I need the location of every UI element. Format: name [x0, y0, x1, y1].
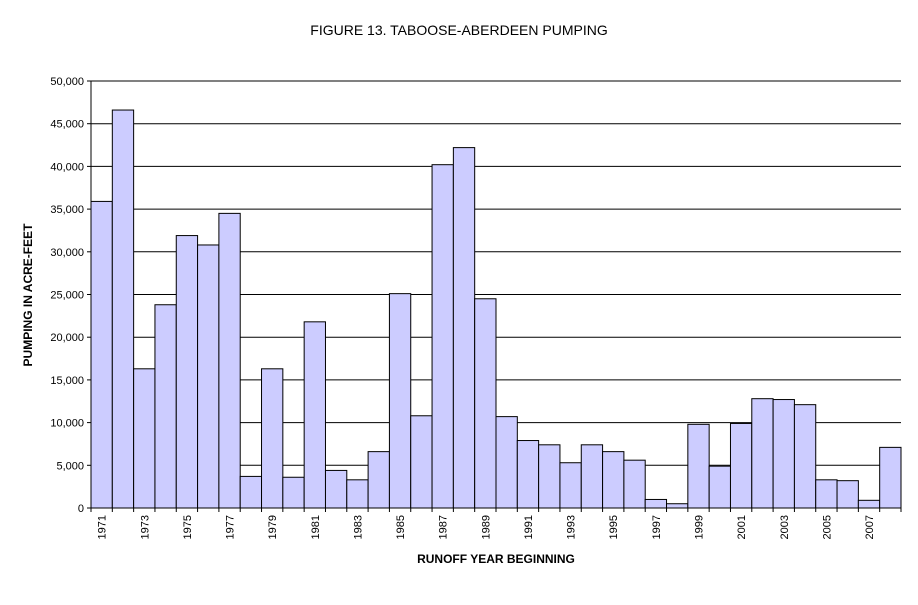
y-tick-label: 0 [78, 503, 84, 515]
bar [879, 446, 902, 509]
x-tick-label: 2003 [779, 515, 791, 539]
bar [303, 321, 326, 509]
bar [388, 293, 412, 509]
bar [687, 423, 710, 509]
bar [474, 298, 497, 509]
x-tick-label: 1991 [523, 515, 535, 539]
y-tick-label: 45,000 [50, 119, 84, 131]
y-tick-label: 20,000 [50, 332, 84, 344]
x-tick-label: 1987 [438, 515, 450, 539]
x-tick-label: 1983 [352, 515, 364, 539]
chart-title: FIGURE 13. TABOOSE-ABERDEEN PUMPING [310, 22, 608, 38]
bar [239, 475, 263, 509]
bar [495, 416, 518, 509]
bar [282, 476, 305, 509]
bar [729, 422, 753, 509]
x-tick-label: 1993 [566, 515, 578, 539]
bar [516, 440, 540, 509]
bar [644, 498, 668, 509]
bar [623, 459, 646, 509]
x-tick-label: 1975 [182, 515, 194, 539]
y-tick-label: 5,000 [56, 460, 84, 472]
bar [666, 503, 689, 509]
x-tick-label: 1985 [395, 515, 407, 539]
x-tick-label: 2005 [821, 515, 833, 539]
y-tick-label: 30,000 [50, 247, 84, 259]
bar [580, 444, 604, 509]
bar [431, 164, 454, 509]
x-tick-label: 2007 [864, 515, 876, 539]
x-tick-label: 1981 [310, 515, 322, 539]
bar [452, 147, 476, 509]
bar [346, 479, 369, 509]
bar [410, 415, 433, 509]
y-tick-label: 50,000 [50, 76, 84, 88]
x-tick-label: 2001 [736, 515, 748, 539]
bar [708, 465, 731, 509]
x-tick-label: 1971 [97, 515, 109, 539]
bar [197, 244, 220, 509]
bar [815, 479, 838, 509]
x-tick-label: 1989 [480, 515, 492, 539]
bar [324, 469, 348, 509]
x-tick-label: 1995 [608, 515, 620, 539]
bar [175, 235, 199, 509]
y-tick-label: 40,000 [50, 161, 84, 173]
bar [836, 480, 859, 509]
x-tick-label: 1977 [225, 515, 237, 539]
bar [772, 399, 795, 509]
y-tick-label: 10,000 [50, 418, 84, 430]
x-tick-label: 1997 [651, 515, 663, 539]
bar [602, 451, 625, 509]
bar [133, 368, 156, 509]
bar [538, 444, 561, 509]
bar [90, 200, 113, 509]
bar [261, 368, 284, 509]
x-tick-label: 1973 [139, 515, 151, 539]
y-tick-label: 15,000 [50, 375, 84, 387]
bar [154, 304, 177, 509]
bar [218, 212, 241, 509]
bar [857, 499, 881, 509]
bar [751, 398, 774, 509]
bar [559, 462, 582, 509]
y-tick-label: 35,000 [50, 204, 84, 216]
y-tick-label: 25,000 [50, 290, 84, 302]
x-tick-label: 1999 [694, 515, 706, 539]
bar [793, 404, 817, 509]
x-axis-label: RUNOFF YEAR BEGINNING [417, 552, 575, 566]
bar [111, 109, 135, 509]
x-tick-label: 1979 [267, 515, 279, 539]
bar [367, 451, 390, 509]
